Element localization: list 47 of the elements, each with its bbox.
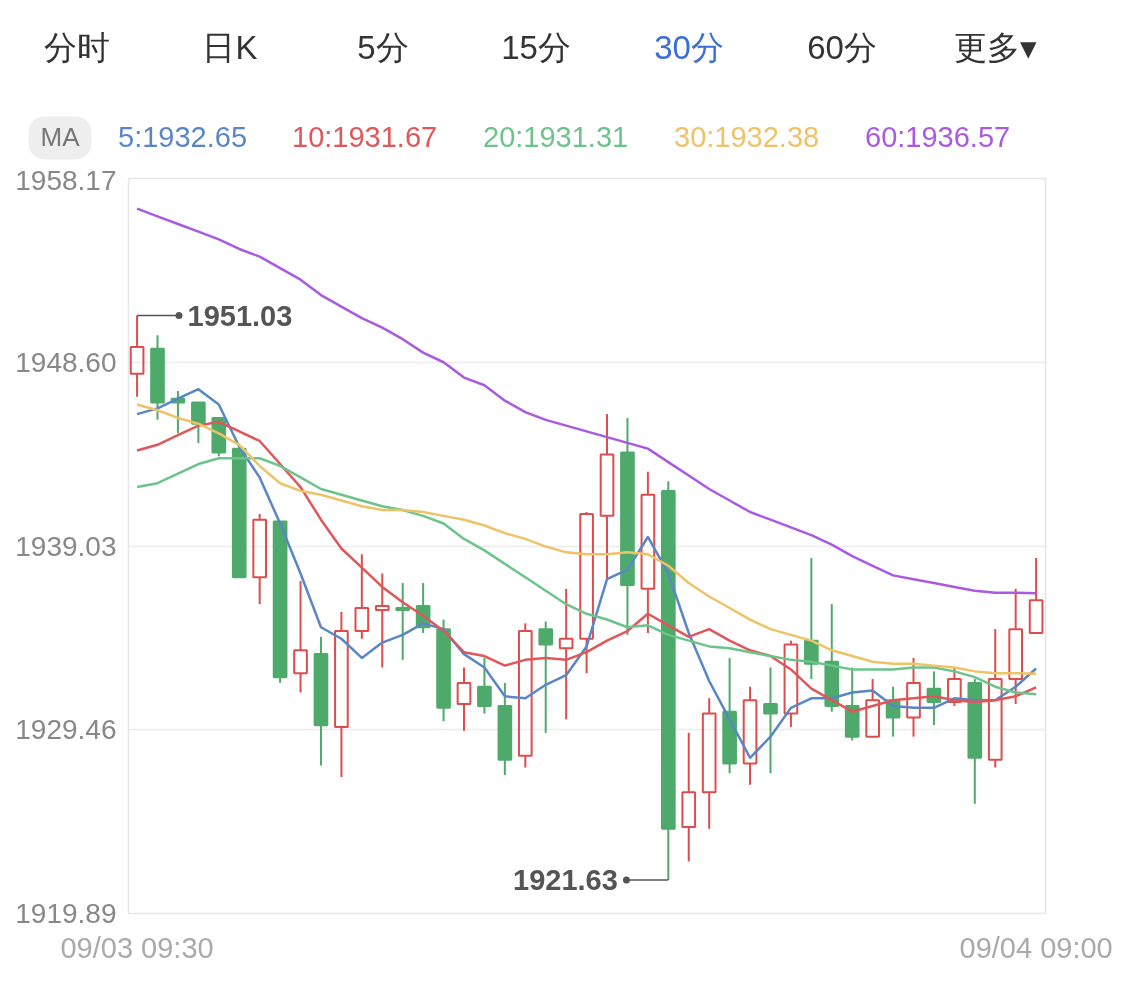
candlestick: [701, 697, 717, 830]
candlestick: [763, 666, 778, 775]
text: 更多▾: [953, 28, 1037, 69]
annotation: 1921.63: [513, 864, 618, 897]
candlestick: [1008, 587, 1023, 706]
candlestick: [313, 635, 329, 767]
text: 15分: [501, 28, 571, 69]
line-series: [135, 207, 1038, 595]
candlestick: [640, 470, 656, 634]
candlestick: [558, 587, 574, 721]
candlestick: [354, 553, 370, 640]
candlestick: [456, 666, 472, 732]
text: 10:1931.67: [292, 120, 438, 156]
legend-title: MA: [28, 116, 92, 160]
y-tick-label: 1939.03: [15, 530, 117, 562]
candlestick: [620, 416, 635, 636]
text: 5分: [357, 28, 409, 69]
annotation: 1951.03: [187, 299, 293, 332]
candlestick: [681, 731, 697, 863]
candlestick: [906, 656, 921, 738]
candlestick: [497, 681, 513, 777]
text: 60:1936.57: [865, 120, 1011, 156]
line-series: [135, 387, 1038, 760]
x-tick-label: 09/03 09:30: [60, 931, 214, 964]
text: 日K: [202, 28, 258, 69]
line-series: [135, 403, 1038, 675]
candlestick: [293, 580, 308, 694]
text: 30分: [654, 28, 724, 69]
candlestick: [334, 610, 349, 778]
candlestick: [477, 656, 492, 715]
line-series: [135, 457, 1038, 696]
candlestick: [599, 413, 615, 581]
y-tick-label: 1958.17: [15, 164, 117, 196]
y-tick-label: 1929.46: [15, 714, 117, 746]
candlestick: [395, 582, 411, 661]
text: 30:1932.38: [674, 120, 820, 156]
candlestick: [538, 620, 554, 734]
candlestick: [129, 314, 145, 398]
text: 20:1931.31: [483, 120, 629, 156]
y-tick-label: 1919.89: [15, 898, 117, 929]
x-tick-label: 09/04 09:00: [959, 931, 1113, 964]
candlestick: [374, 572, 390, 669]
text: 分时: [44, 28, 110, 69]
y-tick-label: 1948.60: [15, 346, 117, 378]
candlestick: [660, 480, 676, 882]
text: 60分: [807, 28, 877, 69]
text: 5:1932.65: [118, 120, 248, 156]
